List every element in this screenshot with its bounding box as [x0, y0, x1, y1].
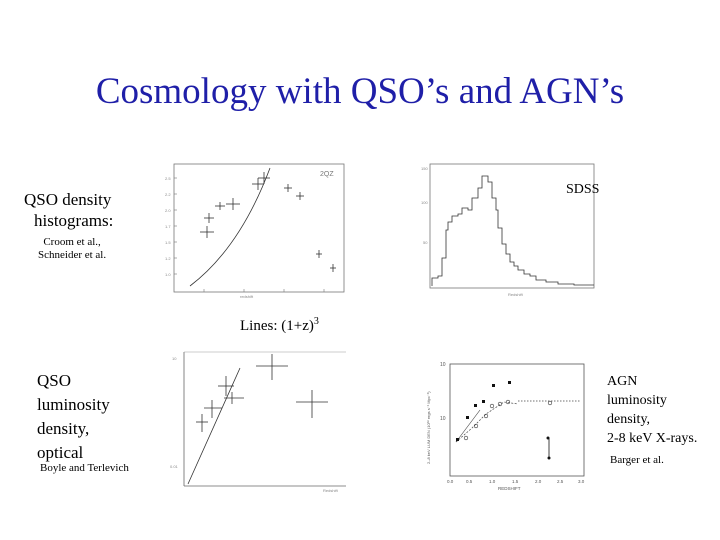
- qso-luminosity-line4: optical: [37, 443, 84, 462]
- agn-x-tick-7: 3.0: [578, 479, 585, 484]
- qso-density-label-line2: histograms:: [34, 211, 114, 230]
- svg-text:100: 100: [421, 200, 428, 205]
- qso-luminosity-line3: density,: [37, 419, 90, 438]
- agn-label: AGN luminosity density, 2-8 keV X-rays.: [607, 372, 697, 448]
- agn-x-tick-6: 2.5: [557, 479, 564, 484]
- agn-ref: Barger et al.: [610, 454, 664, 466]
- qso-luminosity-density-figure: 10 0.01 Redshift: [168, 348, 348, 494]
- svg-text:2.2: 2.2: [165, 192, 171, 197]
- agn-x-tick-4: 1.5: [512, 479, 519, 484]
- svg-text:10: 10: [172, 356, 177, 361]
- qso-luminosity-line1: QSO: [37, 371, 72, 390]
- agn-line2: luminosity: [607, 393, 667, 408]
- svg-text:1.0: 1.0: [165, 272, 171, 277]
- slide-title: Cosmology with QSO’s and AGN’s: [95, 71, 625, 112]
- agn-line1: AGN: [607, 374, 638, 389]
- qso-density-histogram-sdss: 150 100 50 Redshift: [418, 158, 600, 300]
- agn-x-label: REDSHIFT: [498, 486, 521, 491]
- svg-text:redshift: redshift: [240, 294, 254, 299]
- agn-x-tick-5: 2.0: [535, 479, 542, 484]
- agn-line3: density,: [607, 412, 651, 427]
- qso-luminosity-label: QSO luminosity density, optical: [37, 369, 110, 465]
- lines-note-text: Lines: (1+z): [240, 318, 314, 334]
- croom-plot-tag: 2QZ: [320, 171, 334, 178]
- agn-y-tick-1: 10: [440, 362, 446, 368]
- qso-density-ref-line1: Croom et al.,: [43, 236, 101, 248]
- agn-x-tick-3: 1.0: [489, 479, 496, 484]
- svg-text:Redshift: Redshift: [508, 292, 524, 297]
- svg-text:2–8 keV LUM DEN (10³⁸ ergs s⁻¹: 2–8 keV LUM DEN (10³⁸ ergs s⁻¹ Mpc⁻³): [426, 391, 431, 464]
- qso-density-references: Croom et al., Schneider et al.: [38, 236, 106, 262]
- agn-y-tick-2: 10: [440, 416, 446, 422]
- agn-line4: 2-8 keV X-rays.: [607, 431, 698, 446]
- qso-density-label: QSO density histograms:: [24, 189, 113, 231]
- lines-note: Lines: (1+z)3: [240, 316, 319, 335]
- svg-text:150: 150: [421, 166, 428, 171]
- qso-density-label-line1: QSO density: [24, 190, 112, 209]
- svg-text:Redshift: Redshift: [323, 488, 339, 493]
- svg-text:0.01: 0.01: [170, 464, 179, 469]
- svg-text:2.0: 2.0: [165, 208, 171, 213]
- agn-luminosity-density-figure: 10 10 0.0 0.5 1.0 1.5 2.0 2.5 3.0 REDSHI…: [420, 346, 596, 494]
- svg-text:1.5: 1.5: [165, 240, 171, 245]
- agn-x-tick-1: 0.0: [447, 479, 454, 484]
- lines-note-exponent: 3: [313, 316, 319, 327]
- qso-density-ref-line2: Schneider et al.: [38, 249, 107, 261]
- qso-density-histogram-croom: 2.5 2.2 2.0 1.7 1.5 1.2 1.0 redshift 2QZ: [160, 158, 350, 300]
- svg-text:50: 50: [423, 240, 428, 245]
- sdss-label: SDSS: [566, 182, 600, 197]
- agn-x-tick-2: 0.5: [466, 479, 473, 484]
- svg-text:2.5: 2.5: [165, 176, 171, 181]
- svg-text:1.7: 1.7: [165, 224, 171, 229]
- qso-luminosity-line2: luminosity: [37, 395, 110, 414]
- svg-text:1.2: 1.2: [165, 256, 171, 261]
- qso-luminosity-ref: Boyle and Terlevich: [40, 462, 129, 474]
